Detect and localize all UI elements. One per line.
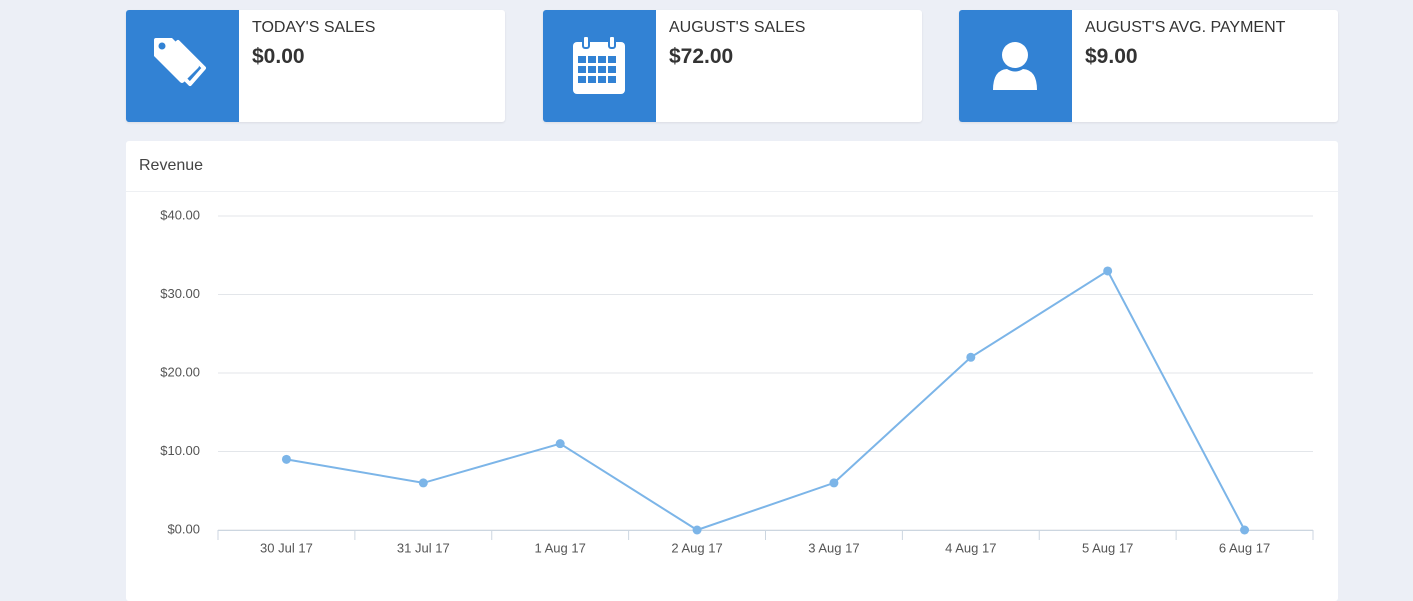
y-tick-label: $30.00	[160, 286, 200, 301]
stat-card: AUGUST'S SALES $72.00	[543, 10, 922, 122]
point	[281, 454, 291, 464]
user-icon	[993, 42, 1037, 90]
point	[1103, 266, 1113, 276]
x-tick-label: 4 Aug 17	[945, 540, 996, 555]
x-tick-label: 30 Jul 17	[260, 540, 313, 555]
card-value: $72.00	[669, 45, 734, 68]
chart: $0.00 $10.00 $20.00 $30.00 $40.00 30 Jul 17 31…	[160, 207, 1314, 555]
x-tick-label: 2 Aug 17	[671, 540, 722, 555]
calendar-icon	[573, 36, 625, 94]
x-tick-label: 31 Jul 17	[397, 540, 450, 555]
stat-card: TODAY'S SALES $0.00	[126, 10, 505, 122]
point	[692, 525, 702, 535]
y-tick-label: $10.00	[160, 443, 200, 458]
card-title: TODAY'S SALES	[252, 19, 376, 36]
card-title: AUGUST'S SALES	[669, 19, 806, 36]
stat-card: AUGUST'S AVG. PAYMENT $9.00	[959, 10, 1338, 122]
revenue-panel: Revenue	[126, 141, 1338, 601]
card-title: AUGUST'S AVG. PAYMENT	[1085, 19, 1286, 36]
panel-title: Revenue	[139, 157, 204, 174]
card-value: $9.00	[1085, 45, 1138, 68]
point	[829, 478, 839, 488]
x-tick-label: 1 Aug 17	[535, 540, 586, 555]
point	[1240, 525, 1250, 535]
x-tick-label: 3 Aug 17	[808, 540, 859, 555]
y-tick-label: $40.00	[160, 207, 200, 222]
card-icon	[126, 10, 239, 122]
x-tick-label: 5 Aug 17	[1082, 540, 1133, 555]
tags-icon	[154, 38, 206, 86]
card-value: $0.00	[252, 45, 305, 68]
point	[418, 478, 428, 488]
point	[555, 439, 565, 449]
y-tick-label: $20.00	[160, 364, 200, 379]
line	[286, 269, 1246, 532]
divider	[126, 191, 1338, 192]
card-icon	[959, 10, 1072, 122]
x-tick-label: 6 Aug 17	[1219, 540, 1270, 555]
point	[966, 352, 976, 362]
y-tick-label: $0.00	[167, 521, 200, 536]
page: TODAY'S SALES $0.00 AUGUST'S SALES $72.0…	[126, 10, 1338, 601]
card-icon	[543, 10, 656, 122]
